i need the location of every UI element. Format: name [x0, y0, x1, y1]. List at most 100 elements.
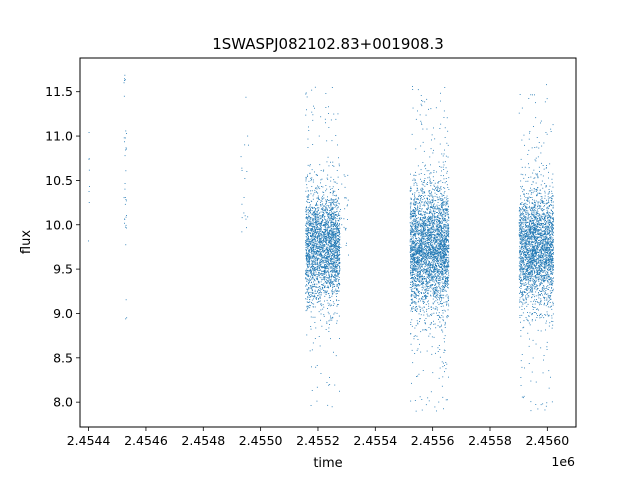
- data-point: [439, 190, 441, 192]
- data-point: [327, 239, 328, 241]
- data-point: [336, 263, 338, 265]
- data-point: [441, 214, 443, 216]
- data-point: [306, 284, 307, 286]
- data-point: [425, 294, 426, 296]
- data-point: [328, 165, 330, 167]
- data-point: [332, 202, 334, 204]
- data-point: [305, 178, 307, 180]
- data-point: [313, 270, 315, 272]
- data-point: [429, 192, 431, 194]
- data-point: [326, 239, 328, 241]
- data-point: [442, 230, 444, 232]
- data-point: [309, 260, 311, 262]
- data-point: [414, 257, 416, 258]
- data-point: [329, 265, 331, 267]
- data-point: [415, 258, 417, 259]
- data-point: [435, 223, 437, 225]
- data-point: [312, 257, 314, 259]
- data-point: [418, 265, 420, 267]
- data-point: [428, 271, 430, 272]
- data-point: [309, 242, 311, 244]
- data-point: [326, 257, 328, 259]
- data-point: [305, 190, 307, 192]
- data-point: [333, 276, 335, 278]
- data-point: [317, 222, 319, 224]
- data-point: [417, 323, 419, 325]
- data-point: [309, 205, 311, 207]
- data-point: [438, 377, 440, 379]
- data-point: [326, 282, 327, 284]
- data-point: [308, 288, 310, 290]
- data-point: [323, 272, 325, 274]
- data-point: [308, 210, 310, 211]
- data-point: [435, 256, 437, 258]
- data-point: [310, 246, 312, 248]
- data-point: [326, 281, 328, 283]
- data-point: [338, 246, 340, 247]
- data-point: [334, 275, 336, 277]
- data-point: [433, 229, 435, 231]
- data-point: [323, 248, 325, 250]
- data-point: [329, 214, 331, 215]
- data-point: [339, 282, 340, 284]
- data-point: [415, 254, 417, 255]
- data-point: [445, 200, 447, 202]
- data-point: [420, 238, 422, 240]
- data-point: [125, 149, 126, 151]
- data-point: [328, 287, 330, 289]
- data-point: [320, 230, 321, 232]
- data-point: [313, 267, 315, 269]
- data-point: [416, 279, 418, 281]
- data-point: [435, 188, 436, 190]
- data-point: [435, 205, 437, 207]
- data-point: [425, 219, 427, 221]
- data-point: [312, 235, 313, 237]
- data-point: [425, 242, 427, 244]
- data-point: [439, 245, 441, 247]
- data-point: [425, 234, 427, 236]
- data-point: [315, 263, 317, 265]
- data-point: [315, 298, 317, 299]
- data-point: [410, 247, 411, 249]
- data-point: [424, 204, 426, 206]
- data-point: [325, 294, 327, 295]
- data-point: [433, 320, 434, 322]
- data-point: [330, 203, 332, 205]
- data-point: [243, 197, 245, 198]
- data-point: [446, 142, 448, 144]
- data-point: [441, 258, 442, 260]
- data-point: [308, 279, 310, 281]
- data-point: [334, 268, 336, 270]
- data-point: [433, 206, 435, 208]
- data-point: [419, 221, 420, 223]
- data-point: [434, 228, 436, 230]
- data-point: [327, 225, 329, 227]
- data-point: [339, 248, 340, 249]
- data-point: [331, 274, 333, 276]
- data-point: [418, 249, 420, 250]
- data-point: [430, 231, 432, 233]
- data-point: [306, 187, 308, 189]
- data-point: [326, 221, 328, 222]
- data-point: [308, 227, 310, 229]
- data-point: [414, 227, 416, 229]
- data-point: [334, 280, 336, 282]
- data-point: [311, 349, 313, 351]
- data-point: [312, 286, 314, 288]
- data-point: [328, 253, 330, 254]
- data-point: [427, 231, 429, 233]
- data-point: [444, 264, 446, 266]
- data-point: [414, 247, 416, 248]
- data-point: [418, 271, 420, 273]
- data-point: [425, 297, 426, 299]
- data-point: [330, 282, 332, 284]
- data-point: [444, 259, 446, 260]
- data-point: [317, 235, 319, 237]
- data-point: [435, 268, 437, 270]
- data-point: [315, 248, 316, 250]
- data-point: [317, 259, 319, 261]
- data-point: [332, 293, 334, 295]
- data-point: [322, 225, 324, 226]
- data-point: [327, 237, 329, 238]
- data-point: [329, 377, 330, 378]
